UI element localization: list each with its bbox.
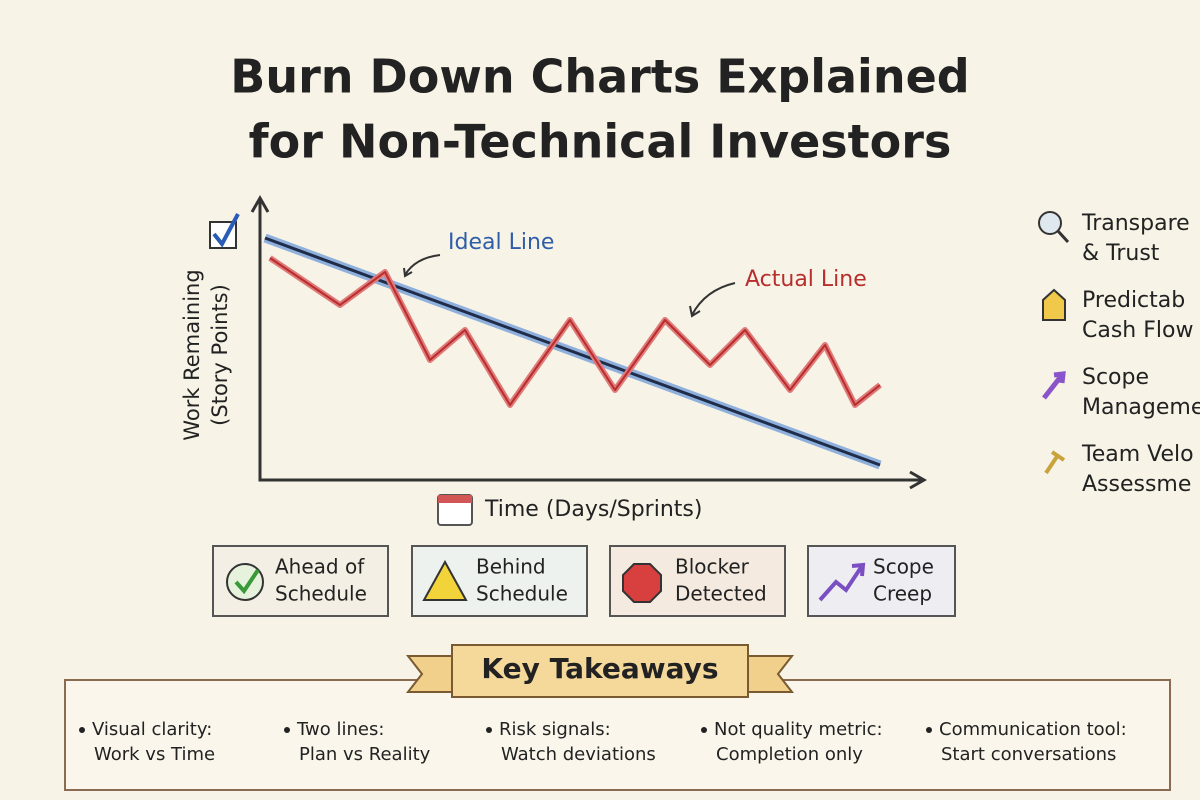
- ok-check: [234, 568, 260, 595]
- takeaway-text: Watch deviations: [501, 744, 656, 765]
- takeaways-title: Key Takeaways: [481, 652, 718, 685]
- benefit-text: Transpare: [1081, 211, 1190, 236]
- bullet: [701, 727, 707, 733]
- badge-text: Scope: [873, 555, 934, 579]
- takeaway-text: Work vs Time: [94, 744, 215, 765]
- ok-icon: [226, 563, 264, 601]
- bullet: [926, 727, 932, 733]
- badge-text: Schedule: [476, 582, 568, 606]
- takeaway-text: Risk signals:: [499, 719, 611, 740]
- bullet: [79, 727, 85, 733]
- takeaway-text: Plan vs Reality: [299, 744, 431, 765]
- actual-arrow: [689, 282, 736, 318]
- warning-icon: [422, 559, 468, 601]
- benefit-text: Scope: [1082, 365, 1149, 390]
- axes: [258, 200, 922, 482]
- takeaway-text: Not quality metric:: [714, 719, 883, 740]
- y-axis-label: (Story Points): [208, 284, 232, 426]
- actual-label: Actual Line: [745, 267, 867, 292]
- badge-box: [807, 545, 956, 617]
- magnifier-handle: [1056, 229, 1070, 244]
- badge-text: Behind: [476, 555, 546, 579]
- ribbon-tails: [405, 655, 795, 693]
- magnifier-icon: [1038, 211, 1062, 235]
- badge-text: Creep: [873, 582, 932, 606]
- title: Burn Down Charts Explained: [230, 50, 969, 104]
- takeaway-text: Visual clarity:: [92, 719, 212, 740]
- badge-text: Ahead of: [275, 555, 365, 579]
- badge-text: Detected: [675, 582, 767, 606]
- creep-icon: [818, 562, 866, 602]
- axis-arrows: [250, 194, 928, 490]
- badge-text: Blocker: [675, 555, 750, 579]
- benefit-text: Predictab: [1082, 288, 1185, 313]
- ideal-arrow: [403, 254, 441, 278]
- hammer-icon: [1044, 450, 1066, 475]
- ideal-line: [264, 236, 881, 467]
- ribbon: [451, 644, 749, 698]
- benefit-text: & Trust: [1082, 241, 1160, 266]
- takeaway-text: Two lines:: [296, 719, 384, 740]
- benefit-text: Assessme: [1082, 472, 1191, 497]
- benefit-text: Team Velo: [1081, 442, 1194, 467]
- takeaway-text: Communication tool:: [939, 719, 1127, 740]
- calendar-top: [438, 495, 472, 503]
- title: for Non-Technical Investors: [249, 115, 952, 169]
- actual-line: [269, 257, 881, 406]
- house-icon: [1042, 288, 1066, 321]
- takeaway-text: Completion only: [716, 744, 863, 765]
- stop-icon: [622, 563, 662, 603]
- badge-text: Schedule: [275, 582, 367, 606]
- y-axis-label: Work Remaining: [180, 269, 204, 440]
- check: [212, 213, 240, 248]
- benefit-text: Manageme: [1082, 395, 1200, 420]
- ideal-label: Ideal Line: [448, 230, 554, 255]
- x-axis-label: Time (Days/Sprints): [484, 497, 702, 522]
- benefit-text: Cash Flow: [1082, 318, 1193, 343]
- takeaway-text: Start conversations: [941, 744, 1116, 765]
- bullet: [284, 727, 290, 733]
- bullet: [486, 727, 492, 733]
- scope-icon: [1042, 371, 1066, 400]
